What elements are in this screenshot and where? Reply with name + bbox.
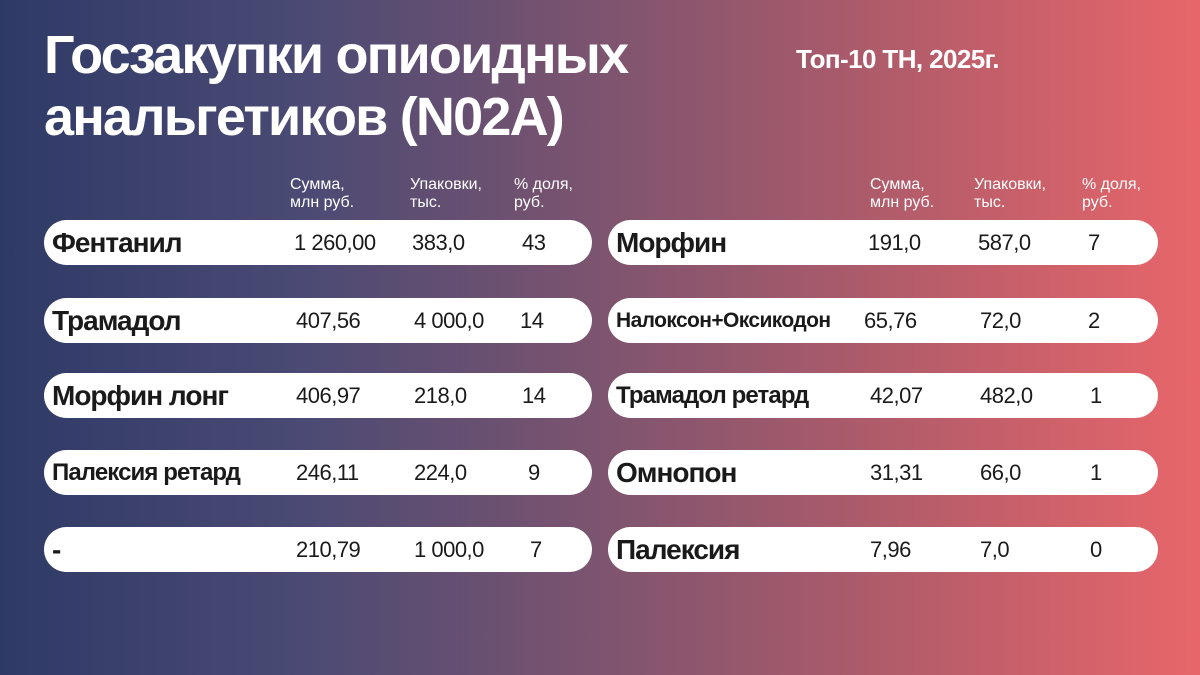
share-value: 2 (1088, 308, 1100, 333)
table-row: Налоксон+Оксикодон 65,76 72,0 2 (608, 298, 1158, 343)
share-value: 14 (522, 383, 546, 408)
sum-value: 1 260,00 (294, 230, 376, 255)
header-share: % доля, руб. (1082, 176, 1141, 211)
packs-value: 383,0 (412, 230, 465, 255)
sum-value: 191,0 (868, 230, 921, 255)
title-line-2: анальгетиков (N02A) (44, 87, 565, 147)
packs-value: 7,0 (980, 537, 1010, 562)
drug-name: Налоксон+Оксикодон (616, 309, 831, 332)
page-title: Госзакупки опиоидных анальгетиков (N02A) (44, 24, 629, 148)
sum-value: 65,76 (864, 308, 917, 333)
packs-value: 72,0 (980, 308, 1021, 333)
header-packs: Упаковки, тыс. (410, 176, 482, 211)
table-row: Трамадол ретард 42,07 482,0 1 (608, 373, 1158, 418)
packs-value: 4 000,0 (414, 308, 484, 333)
packs-value: 218,0 (414, 383, 467, 408)
table-row: Трамадол 407,56 4 000,0 14 (44, 298, 592, 343)
share-value: 43 (522, 230, 546, 255)
table-row: - 210,79 1 000,0 7 (44, 527, 592, 572)
drug-name: Трамадол ретард (616, 382, 809, 409)
drug-name: Фентанил (52, 227, 183, 258)
drug-name: Палексия (616, 534, 740, 565)
share-value: 14 (520, 308, 544, 333)
drug-name: Морфин (616, 227, 727, 258)
table-row: Морфин 191,0 587,0 7 (608, 220, 1158, 265)
sum-value: 407,56 (296, 308, 361, 333)
header-share: % доля, руб. (514, 176, 573, 211)
drug-name: Палексия ретард (52, 459, 241, 486)
share-value: 9 (528, 460, 540, 485)
drug-name: Морфин лонг (52, 380, 229, 411)
sum-value: 7,96 (870, 537, 911, 562)
drug-name: Трамадол (52, 305, 182, 336)
subtitle: Топ-10 ТН, 2025г. (796, 44, 999, 74)
title-line-1: Госзакупки опиоидных (44, 25, 629, 85)
header-sum: Сумма, млн руб. (290, 176, 355, 211)
table-row: Палексия ретард 246,11 224,0 9 (44, 450, 592, 495)
packs-value: 1 000,0 (414, 537, 484, 562)
sum-value: 31,31 (870, 460, 923, 485)
table-row: Фентанил 1 260,00 383,0 43 (44, 220, 592, 265)
header-sum: Сумма, млн руб. (870, 176, 935, 211)
table-row: Морфин лонг 406,97 218,0 14 (44, 373, 592, 418)
packs-value: 66,0 (980, 460, 1021, 485)
sum-value: 42,07 (870, 383, 923, 408)
packs-value: 224,0 (414, 460, 467, 485)
share-value: 1 (1090, 460, 1102, 485)
sum-value: 210,79 (296, 537, 361, 562)
packs-value: 587,0 (978, 230, 1031, 255)
sum-value: 406,97 (296, 383, 361, 408)
share-value: 0 (1090, 537, 1102, 562)
drug-name: Омнопон (616, 457, 737, 488)
packs-value: 482,0 (980, 383, 1033, 408)
header-packs: Упаковки, тыс. (974, 176, 1046, 211)
table-row: Палексия 7,96 7,0 0 (608, 527, 1158, 572)
sum-value: 246,11 (296, 460, 359, 485)
table-row: Омнопон 31,31 66,0 1 (608, 450, 1158, 495)
drug-name: - (52, 534, 61, 565)
share-value: 7 (530, 537, 542, 562)
share-value: 1 (1090, 383, 1102, 408)
share-value: 7 (1088, 230, 1100, 255)
